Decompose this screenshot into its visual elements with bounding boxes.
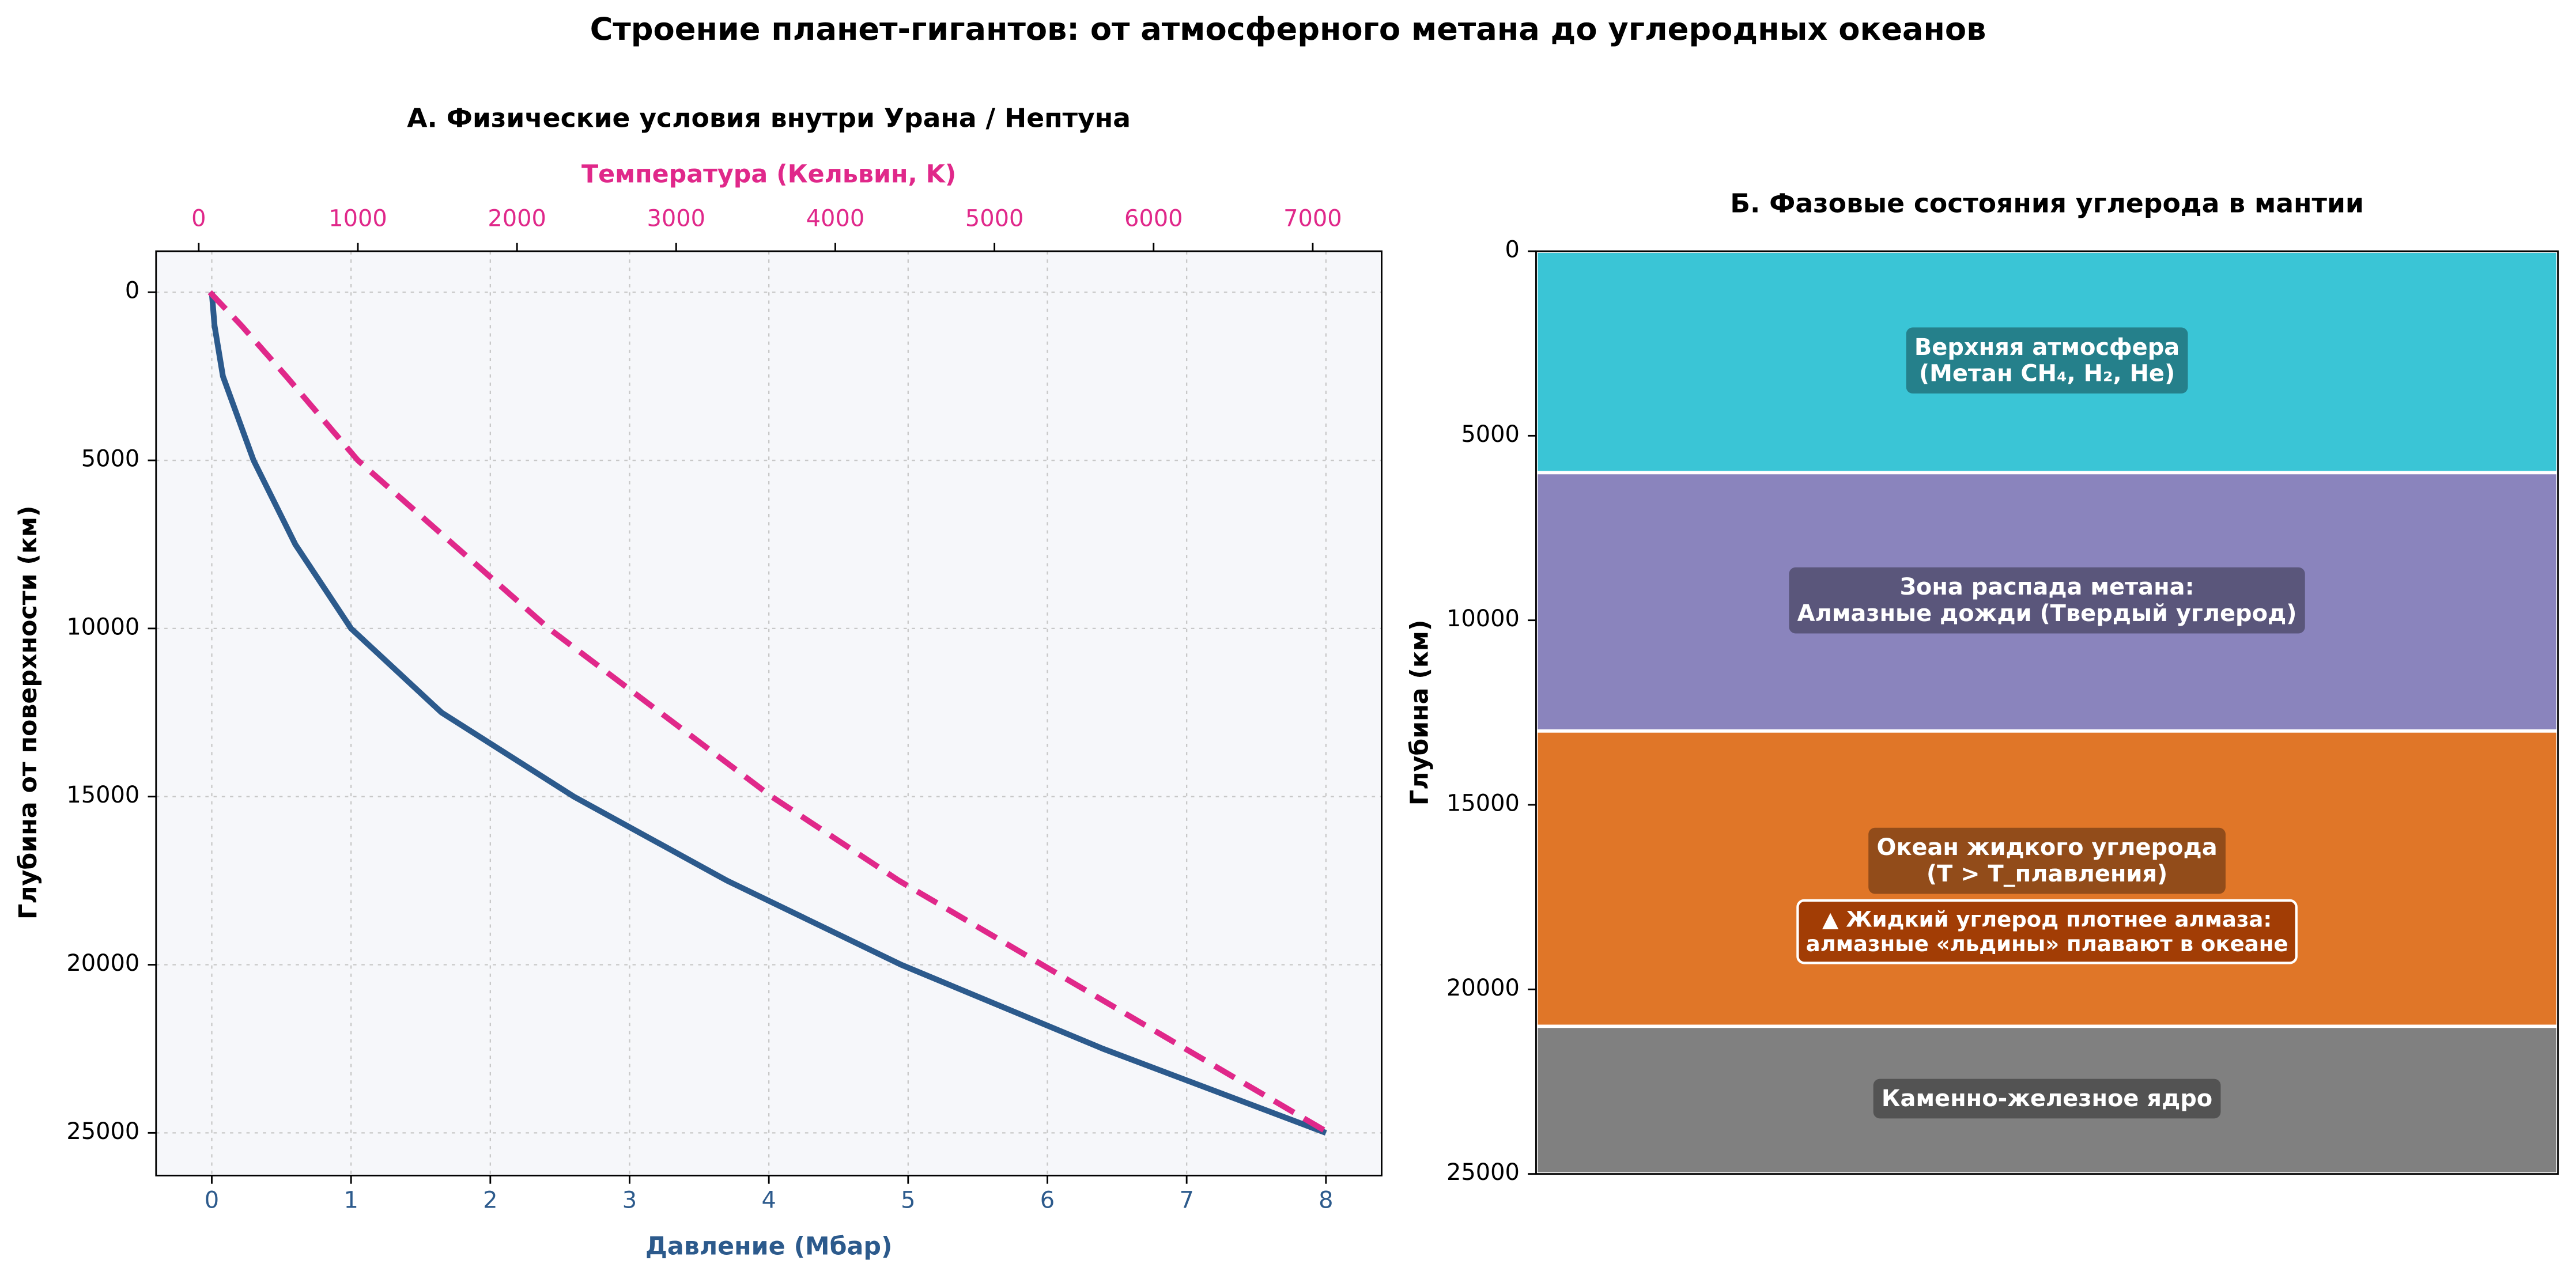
- data-line: [207, 290, 1331, 1136]
- label-line: Алмазные дожди (Твердый углерод): [1797, 600, 2297, 627]
- x2-tick-label: 7000: [1283, 205, 1342, 232]
- y-tick-label: 20000: [66, 950, 139, 977]
- y-label: Глубина от поверхности (км): [14, 506, 43, 919]
- label-line: (T > T_плавления): [1927, 861, 2167, 887]
- label-line: Каменно-железное ядро: [1882, 1085, 2212, 1112]
- x-tick-label: 5: [901, 1187, 915, 1214]
- left-title: А. Физические условия внутри Урана / Неп…: [407, 103, 1131, 134]
- right-title: Б. Фазовые состояния углерода в мантии: [1730, 188, 2364, 219]
- label-line: Верхняя атмосфера: [1914, 334, 2180, 361]
- plot-frame: [1535, 250, 2559, 1175]
- y-label: Глубина (км): [1405, 620, 1434, 805]
- x-tick-label: 2: [483, 1187, 497, 1214]
- layer-label: Океан жидкого углерода(T > T_плавления): [1868, 827, 2226, 894]
- x-tick-label: 1: [343, 1187, 358, 1214]
- data-line: [209, 292, 1327, 1136]
- x2-tick-label: 4000: [806, 205, 865, 232]
- label-line: алмазные «льдины» плавают в океане: [1806, 932, 2288, 956]
- x2-label: Температура (Кельвин, K): [581, 160, 956, 188]
- x-tick-label: 7: [1179, 1187, 1193, 1214]
- label-box: [1873, 1079, 2221, 1119]
- label-line: (Метан CH₄, H₂, He): [1919, 361, 2175, 387]
- x-tick-label: 3: [622, 1187, 637, 1214]
- y-tick-label: 25000: [1446, 1159, 1520, 1186]
- label-box: [1796, 899, 2298, 964]
- x-label: Давление (Мбар): [645, 1232, 893, 1261]
- x-tick-label: 4: [761, 1187, 776, 1214]
- annotation: ▲ Жидкий углерод плотнее алмаза:алмазные…: [1796, 899, 2298, 964]
- label-box: [1868, 827, 2226, 894]
- label-line: Зона распада метана:: [1900, 574, 2194, 600]
- x2-tick-label: 3000: [647, 205, 706, 232]
- x2-tick-label: 1000: [328, 205, 387, 232]
- layer-label: Каменно-железное ядро: [1873, 1079, 2221, 1119]
- layer: [1534, 1024, 2560, 1176]
- y-tick-label: 15000: [66, 782, 139, 808]
- y-tick-label: 5000: [1461, 421, 1520, 448]
- layer-label: Верхняя атмосфера(Метан CH₄, H₂, He): [1906, 327, 2188, 394]
- y-tick-label: 15000: [1446, 790, 1520, 816]
- plot-frame: [155, 250, 1383, 1176]
- figure-title: Строение планет-гигантов: от атмосферног…: [590, 11, 1986, 47]
- layer-label: Зона распада метана:Алмазные дожди (Твер…: [1789, 567, 2305, 634]
- x2-tick-label: 2000: [488, 205, 546, 232]
- x2-tick-label: 0: [191, 205, 206, 232]
- y-tick-label: 5000: [81, 446, 140, 472]
- y-tick-label: 0: [1505, 237, 1520, 263]
- y-tick-label: 10000: [66, 614, 139, 640]
- layer: [1534, 729, 2560, 1028]
- label-box: [1789, 567, 2305, 634]
- x2-tick-label: 5000: [965, 205, 1024, 232]
- label-line: Океан жидкого углерода: [1876, 834, 2217, 861]
- x2-tick-label: 6000: [1124, 205, 1183, 232]
- label-box: [1906, 327, 2188, 394]
- y-tick-label: 10000: [1446, 606, 1520, 632]
- x-tick-label: 0: [205, 1187, 219, 1214]
- label-line: ▲ Жидкий углерод плотнее алмаза:: [1822, 907, 2272, 932]
- y-tick-label: 25000: [66, 1118, 139, 1145]
- x-tick-label: 8: [1319, 1187, 1333, 1214]
- y-tick-label: 20000: [1446, 975, 1520, 1001]
- y-tick-label: 0: [125, 278, 139, 304]
- layer: [1534, 249, 2560, 475]
- x-tick-label: 6: [1040, 1187, 1055, 1214]
